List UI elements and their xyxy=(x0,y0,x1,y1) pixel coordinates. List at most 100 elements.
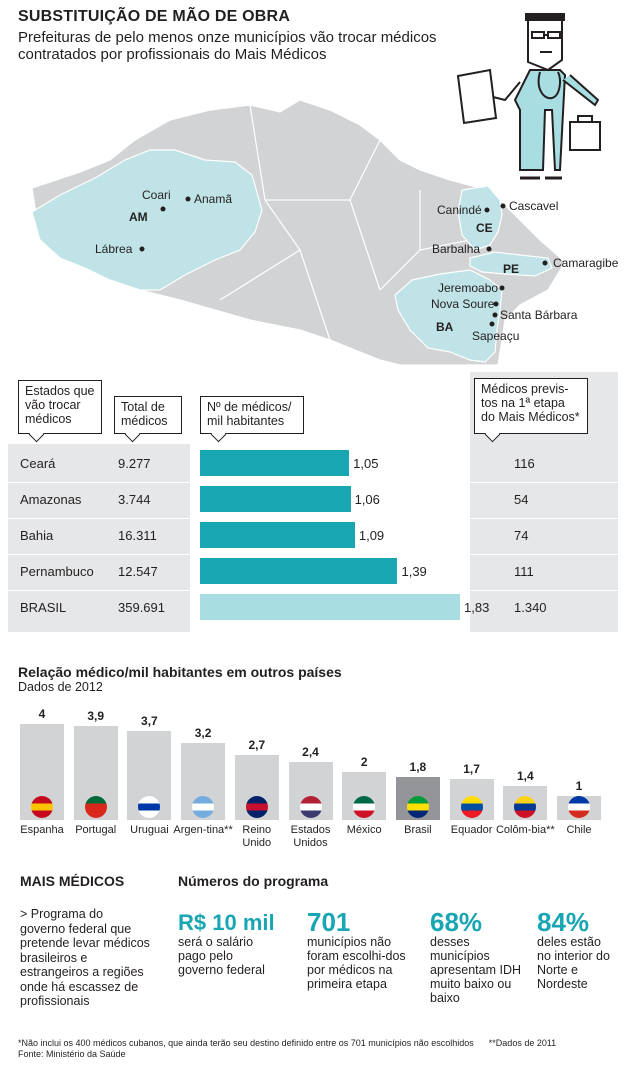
city-label-cascavel: Cascavel xyxy=(509,199,559,213)
stat-value-701: 701 xyxy=(307,907,351,937)
doctor-head xyxy=(527,19,563,72)
source: Fonte: Ministério da Saúde xyxy=(18,1049,126,1059)
uk-flag-icon xyxy=(245,796,268,818)
row-divider-right xyxy=(470,518,618,519)
city-label-sapeacu: Sapeaçu xyxy=(472,329,520,343)
row-total-value: 359.691 xyxy=(118,600,165,615)
stat-value-salary: R$ 10 mil xyxy=(178,910,275,935)
ecuador-flag-icon xyxy=(460,796,483,818)
city-label-barbalha: Barbalha xyxy=(432,242,481,256)
country-name-label: Espanha xyxy=(20,824,64,836)
row-divider-right xyxy=(470,482,618,483)
ratio-bar xyxy=(200,522,355,548)
mais-medicos-text: > Programa do governo federal que preten… xyxy=(20,907,150,1008)
row-state-name: Amazonas xyxy=(20,492,82,507)
country-chart-subtitle: Dados de 2012 xyxy=(18,680,103,694)
row-total-value: 9.277 xyxy=(118,456,151,471)
row-total-value: 3.744 xyxy=(118,492,151,507)
city-dot-labrea xyxy=(139,246,145,252)
row-total-value: 16.311 xyxy=(118,528,157,543)
argentina-flag-icon xyxy=(192,796,215,818)
row-planned-value: 1.340 xyxy=(514,600,547,615)
map-state-ba xyxy=(394,269,503,363)
city-label-labrea: Lábrea xyxy=(95,242,133,256)
ratio-label: 1,09 xyxy=(358,528,385,543)
portugal-flag-icon xyxy=(84,796,107,818)
row-total-value: 12.547 xyxy=(118,564,158,579)
ratio-bar xyxy=(200,450,350,476)
row-divider-left xyxy=(8,590,190,591)
country-value-label: 2,7 xyxy=(248,738,266,753)
row-divider-left xyxy=(8,554,190,555)
ratio-label: 1,05 xyxy=(353,456,379,471)
briefcase xyxy=(569,115,601,151)
country-name-label: Portugal xyxy=(75,824,117,836)
city-dot-cascavel xyxy=(500,203,506,209)
clipboard xyxy=(456,68,498,125)
city-label-santa-barbara: Santa Bárbara xyxy=(500,308,578,322)
city-dot-nova-soure xyxy=(493,301,499,307)
state-label-ce: CE xyxy=(476,221,493,235)
header-planned: Médicos previs-tos na 1ª etapa do Mais M… xyxy=(474,378,588,434)
country-value-label: 1,4 xyxy=(516,769,534,784)
ratio-bar xyxy=(200,558,398,584)
spain-flag-icon xyxy=(31,796,53,818)
row-state-name: Ceará xyxy=(20,456,56,471)
map-state-ce xyxy=(457,185,503,251)
doctor-arm-right xyxy=(562,74,600,107)
table-panel-left xyxy=(8,444,190,632)
stat-value-84: 84% xyxy=(537,907,590,937)
city-label-jeremoabo: Jeremoabo xyxy=(438,281,499,295)
uruguay-flag-icon xyxy=(138,796,161,818)
map-state-am xyxy=(31,149,263,291)
page-title: SUBSTITUIÇÃO DE MÃO DE OBRA xyxy=(18,8,291,25)
city-dots xyxy=(139,196,548,327)
row-state-name: Bahia xyxy=(20,528,54,543)
ratio-label: 1,39 xyxy=(401,564,427,579)
numeros-heading: Números do programa xyxy=(178,873,329,889)
stat-text-68: desses municípios apresentam IDH muito b… xyxy=(430,935,522,1005)
row-divider-right xyxy=(470,590,618,591)
country-value-label: 3,2 xyxy=(194,726,212,741)
country-name-label: Chile xyxy=(566,824,592,836)
footnote-block: *Não inclui os 400 médicos cubanos, que … xyxy=(18,1038,618,1060)
city-dot-jeremoabo xyxy=(499,285,505,291)
country-value-label: 3,9 xyxy=(87,709,105,724)
map-state-pe xyxy=(469,251,553,277)
usa-flag-icon xyxy=(299,796,322,818)
country-value-label: 1,8 xyxy=(409,759,427,774)
doctor-hair xyxy=(525,13,565,21)
ratio-bar xyxy=(200,594,460,620)
row-planned-value: 111 xyxy=(514,564,534,579)
mexico-flag-icon xyxy=(353,796,376,818)
country-name-label: Argen-tina** xyxy=(173,824,233,836)
row-planned-value: 116 xyxy=(514,456,535,471)
ratio-bar xyxy=(200,486,351,512)
chile-flag-icon xyxy=(568,796,590,818)
country-name-label: Brasil xyxy=(404,824,432,836)
state-label-am: AM xyxy=(129,210,148,224)
city-dot-coari xyxy=(160,206,166,212)
city-dot-sapeacu xyxy=(489,321,495,327)
colombia-flag-icon xyxy=(514,796,537,818)
country-name-label: México xyxy=(346,824,382,836)
country-name-label: Colôm-bia** xyxy=(495,824,555,836)
header-ratio: Nº de médicos/ mil habitantes xyxy=(200,396,304,434)
city-dot-barbalha xyxy=(486,246,492,252)
row-divider-right xyxy=(470,554,618,555)
country-value-label: 1,7 xyxy=(463,762,480,777)
city-label-camaragibe: Camaragibe xyxy=(553,256,619,270)
city-dot-caninde xyxy=(484,207,490,213)
mais-medicos-heading: MAIS MÉDICOS xyxy=(20,873,125,889)
map-borders xyxy=(219,104,471,341)
doctor-coat xyxy=(513,69,567,171)
ratio-label: 1,06 xyxy=(354,492,380,507)
city-label-coari: Coari xyxy=(142,188,171,202)
stat-text-salary: será o salário pago pelo governo federal xyxy=(178,935,265,977)
brazil-flag-icon xyxy=(406,796,429,818)
country-name-label: Reino Unido xyxy=(242,824,272,849)
stethoscope xyxy=(537,71,561,100)
country-name-label: Uruguai xyxy=(130,824,169,836)
city-label-anama: Anamã xyxy=(194,192,233,206)
row-planned-value: 54 xyxy=(514,492,529,507)
